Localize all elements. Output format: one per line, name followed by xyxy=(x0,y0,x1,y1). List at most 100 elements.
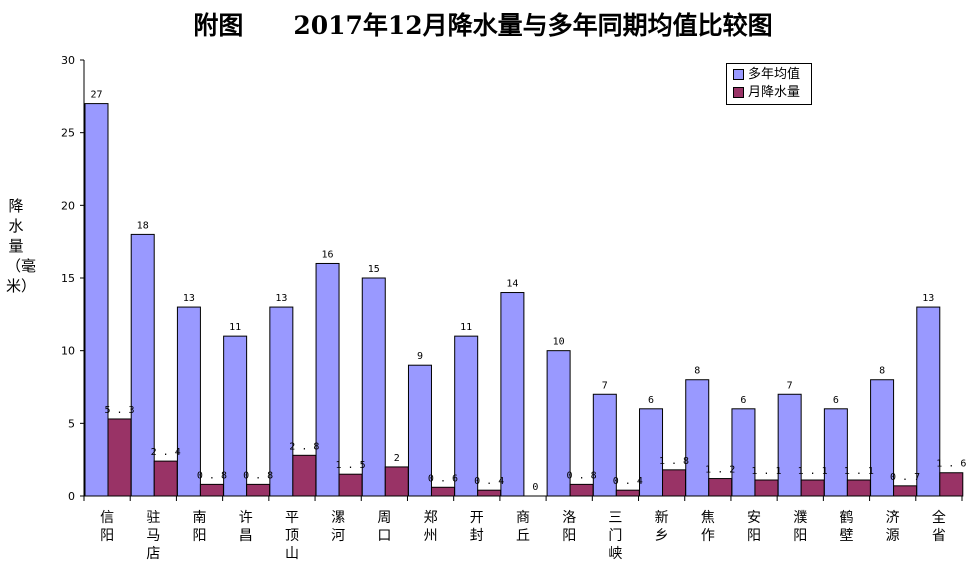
data-label-monthly: 1 . 6 xyxy=(936,459,966,470)
x-tick-label: 阳 xyxy=(193,528,207,544)
x-tick-label: 阳 xyxy=(793,528,807,544)
x-tick-label: 阳 xyxy=(100,528,114,544)
bar-avg xyxy=(176,306,201,497)
x-tick-label: 州 xyxy=(424,528,438,544)
data-label-monthly: 0 . 8 xyxy=(197,470,227,481)
x-tick-label: 济 xyxy=(886,510,900,526)
data-label-avg: 11 xyxy=(229,322,241,333)
data-label-monthly: 1 . 8 xyxy=(659,456,689,467)
x-tick-label: 作 xyxy=(701,528,715,544)
y-tick-label: 5 xyxy=(68,417,75,430)
x-tick-label: 阳 xyxy=(562,528,576,544)
x-tick-label: 店 xyxy=(146,546,160,562)
x-tick-label: 源 xyxy=(886,528,900,544)
x-tick-label: 昌 xyxy=(239,528,253,544)
data-label-monthly: 2 . 4 xyxy=(151,447,181,458)
x-tick-label: 濮 xyxy=(793,510,807,526)
bar-avg xyxy=(361,277,386,497)
x-tick-label: 漯 xyxy=(331,510,345,526)
bar-avg xyxy=(269,306,294,497)
data-label-monthly: 2 . 8 xyxy=(289,441,319,452)
x-tick-label: 乡 xyxy=(655,528,669,544)
data-label-monthly: 0 . 8 xyxy=(243,470,273,481)
x-tick-label: 周 xyxy=(377,510,391,526)
bar-avg xyxy=(223,335,248,497)
data-label-monthly: 0 . 4 xyxy=(613,476,643,487)
x-tick-label: 南 xyxy=(193,510,207,526)
x-tick-label: 省 xyxy=(932,528,946,544)
data-label-monthly: 0 . 6 xyxy=(428,473,458,484)
data-label-monthly: 1 . 2 xyxy=(705,465,735,476)
bar-monthly xyxy=(893,485,918,497)
y-tick-label: 10 xyxy=(61,345,75,358)
legend-item-avg: 多年均值 xyxy=(733,67,800,83)
data-label-monthly: 1 . 1 xyxy=(844,466,874,477)
bar-monthly xyxy=(800,479,825,497)
bar-monthly xyxy=(615,489,640,497)
x-tick-label: 壁 xyxy=(839,528,853,544)
x-tick-label: 商 xyxy=(516,510,530,526)
data-label-avg: 15 xyxy=(368,264,380,275)
bar-monthly xyxy=(569,483,594,497)
x-tick-label: 三 xyxy=(608,510,622,526)
data-label-avg: 14 xyxy=(506,279,518,290)
y-tick-label: 20 xyxy=(61,199,75,212)
data-label-avg: 9 xyxy=(417,351,423,362)
x-tick-label: 洛 xyxy=(562,510,576,526)
axes: 051015202530信阳驻马店南阳许昌平顶山漯河周口郑州开封商丘洛阳三门峡新… xyxy=(61,54,963,562)
data-label-avg: 6 xyxy=(833,395,839,406)
x-tick-label: 焦 xyxy=(701,510,715,526)
data-label-monthly: 0 . 8 xyxy=(567,470,597,481)
data-label-monthly: 5 . 3 xyxy=(104,405,134,416)
bar-monthly xyxy=(430,486,455,497)
bar-avg xyxy=(315,262,340,497)
bar-avg xyxy=(500,292,525,497)
bar-monthly xyxy=(246,483,271,497)
x-tick-label: 马 xyxy=(146,528,160,544)
x-tick-label: 许 xyxy=(239,510,253,526)
data-label-avg: 16 xyxy=(322,249,334,260)
chart-title: 附图 2017年12月降水量与多年同期均值比较图 xyxy=(193,11,773,40)
bar-monthly xyxy=(708,478,733,497)
bar-avg xyxy=(454,335,479,497)
bar-monthly xyxy=(846,479,871,497)
x-tick-label: 新 xyxy=(655,510,669,526)
data-label-avg: 27 xyxy=(90,90,102,101)
bar-avg xyxy=(916,306,941,497)
x-tick-label: 信 xyxy=(100,510,114,526)
bar-avg xyxy=(731,408,756,497)
x-tick-label: 峡 xyxy=(608,546,622,562)
x-tick-label: 安 xyxy=(747,510,761,526)
x-tick-label: 郑 xyxy=(424,510,438,526)
bar-monthly xyxy=(199,483,224,497)
bar-monthly xyxy=(477,489,502,497)
data-label-avg: 6 xyxy=(648,395,654,406)
bars xyxy=(84,103,964,497)
y-tick-label: 15 xyxy=(61,272,75,285)
legend: 多年均值 月降水量 xyxy=(726,63,812,105)
bar-avg xyxy=(639,408,664,497)
data-label-monthly: 1 . 1 xyxy=(751,466,781,477)
data-label-monthly: 0 . 4 xyxy=(474,476,504,487)
x-tick-label: 丘 xyxy=(516,528,530,544)
bar-avg xyxy=(777,393,802,497)
legend-swatch-avg xyxy=(733,69,744,80)
bar-monthly xyxy=(754,479,779,497)
bar-monthly xyxy=(939,472,964,497)
data-label-avg: 7 xyxy=(787,380,793,391)
data-label-monthly: 0 . 7 xyxy=(890,472,920,483)
bar-monthly xyxy=(338,473,363,497)
x-tick-label: 平 xyxy=(285,510,299,526)
bar-monthly xyxy=(662,469,687,497)
bar-avg xyxy=(130,233,155,497)
x-tick-label: 河 xyxy=(331,528,345,544)
bar-avg xyxy=(823,408,848,497)
bar-monthly xyxy=(153,460,178,497)
x-tick-label: 口 xyxy=(377,528,391,544)
legend-item-monthly: 月降水量 xyxy=(733,85,800,101)
y-tick-label: 30 xyxy=(61,54,75,67)
x-tick-label: 鹤 xyxy=(839,510,853,526)
x-tick-label: 开 xyxy=(470,510,484,526)
data-label-avg: 6 xyxy=(740,395,746,406)
